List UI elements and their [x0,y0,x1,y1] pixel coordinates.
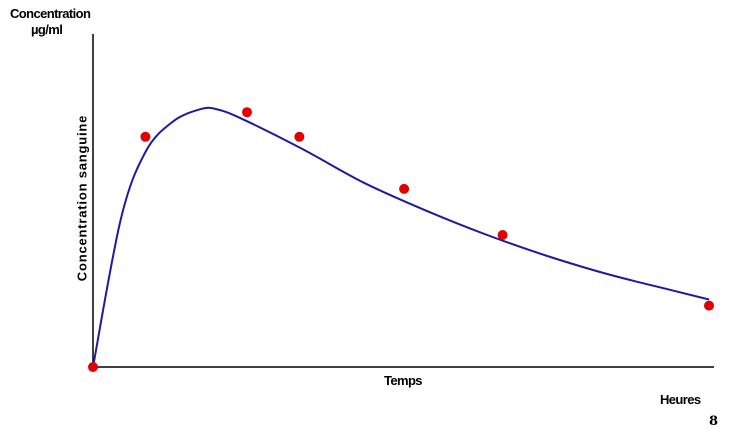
page-number: 8 [709,414,719,429]
data-point [497,230,508,240]
concentration-curve [92,106,710,368]
data-point [242,107,252,118]
data-point [704,300,714,311]
x-axis-label: Temps [384,373,423,388]
data-point [399,183,410,194]
y-axis-title-line2: µg/ml [31,22,63,37]
data-point [294,131,305,142]
x-axis-unit-label: Heures [660,392,701,407]
y-axis-title-line1: Concentration [10,6,91,21]
series-layer [88,106,714,372]
data-point [88,362,98,372]
data-point [140,131,151,142]
